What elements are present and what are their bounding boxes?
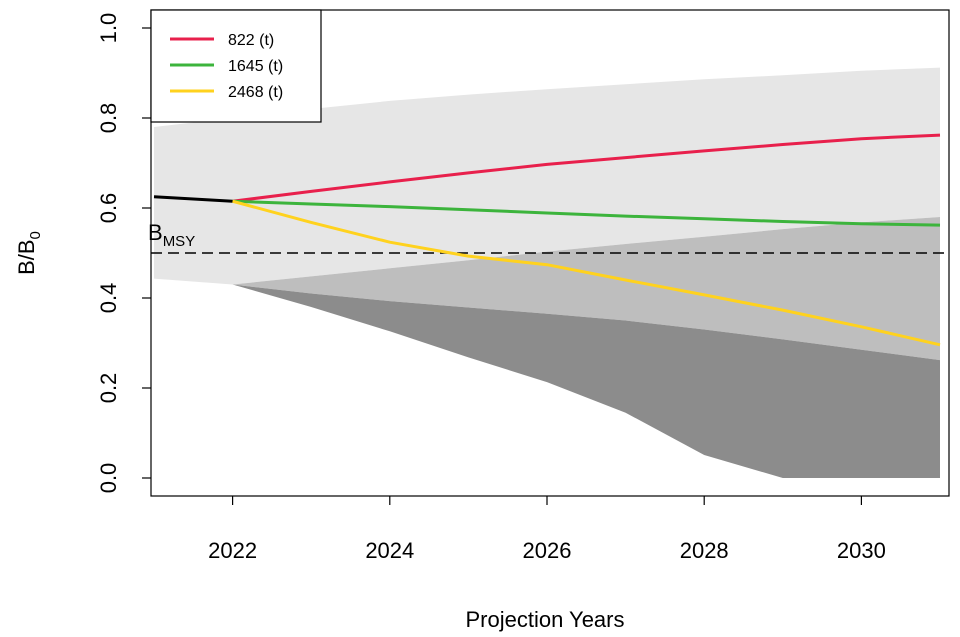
x-tick-label-2024: 2024 <box>365 538 414 563</box>
y-axis: 0.0 0.2 0.4 0.6 0.8 1.0 <box>96 13 151 494</box>
y-tick-label-5: 1.0 <box>96 13 121 44</box>
x-tick-label-2022: 2022 <box>208 538 257 563</box>
x-tick-label-2028: 2028 <box>680 538 729 563</box>
legend-label-3: 2468 (t) <box>228 84 283 101</box>
band-3 <box>232 284 941 478</box>
history-line <box>153 195 233 203</box>
legend-label-2: 1645 (t) <box>228 58 283 75</box>
x-axis-title: Projection Years <box>466 607 625 632</box>
uncertainty-bands <box>154 67 941 478</box>
y-axis-title: B/B0 <box>14 231 44 275</box>
y-tick-label-3: 0.6 <box>96 193 121 224</box>
x-tick-label-2026: 2026 <box>523 538 572 563</box>
y-tick-label-4: 0.8 <box>96 103 121 134</box>
x-axis: 2022 2024 2026 2028 2030 <box>208 496 886 563</box>
series-line-3 <box>232 199 941 347</box>
y-tick-label-1: 0.2 <box>96 373 121 404</box>
y-tick-label-2: 0.4 <box>96 283 121 314</box>
series-line-2 <box>232 199 941 227</box>
series-line-1 <box>232 133 941 203</box>
x-tick-label-2030: 2030 <box>837 538 886 563</box>
y-tick-label-0: 0.0 <box>96 463 121 494</box>
reference-line-group: BMSY <box>148 220 949 254</box>
series-lines <box>153 133 941 347</box>
legend: 822 (t) 1645 (t) 2468 (t) <box>150 9 322 123</box>
band-1 <box>154 67 940 285</box>
bmsy-label: BMSY <box>148 220 195 250</box>
legend-label-1: 822 (t) <box>228 32 274 49</box>
plot-frame <box>150 9 950 497</box>
